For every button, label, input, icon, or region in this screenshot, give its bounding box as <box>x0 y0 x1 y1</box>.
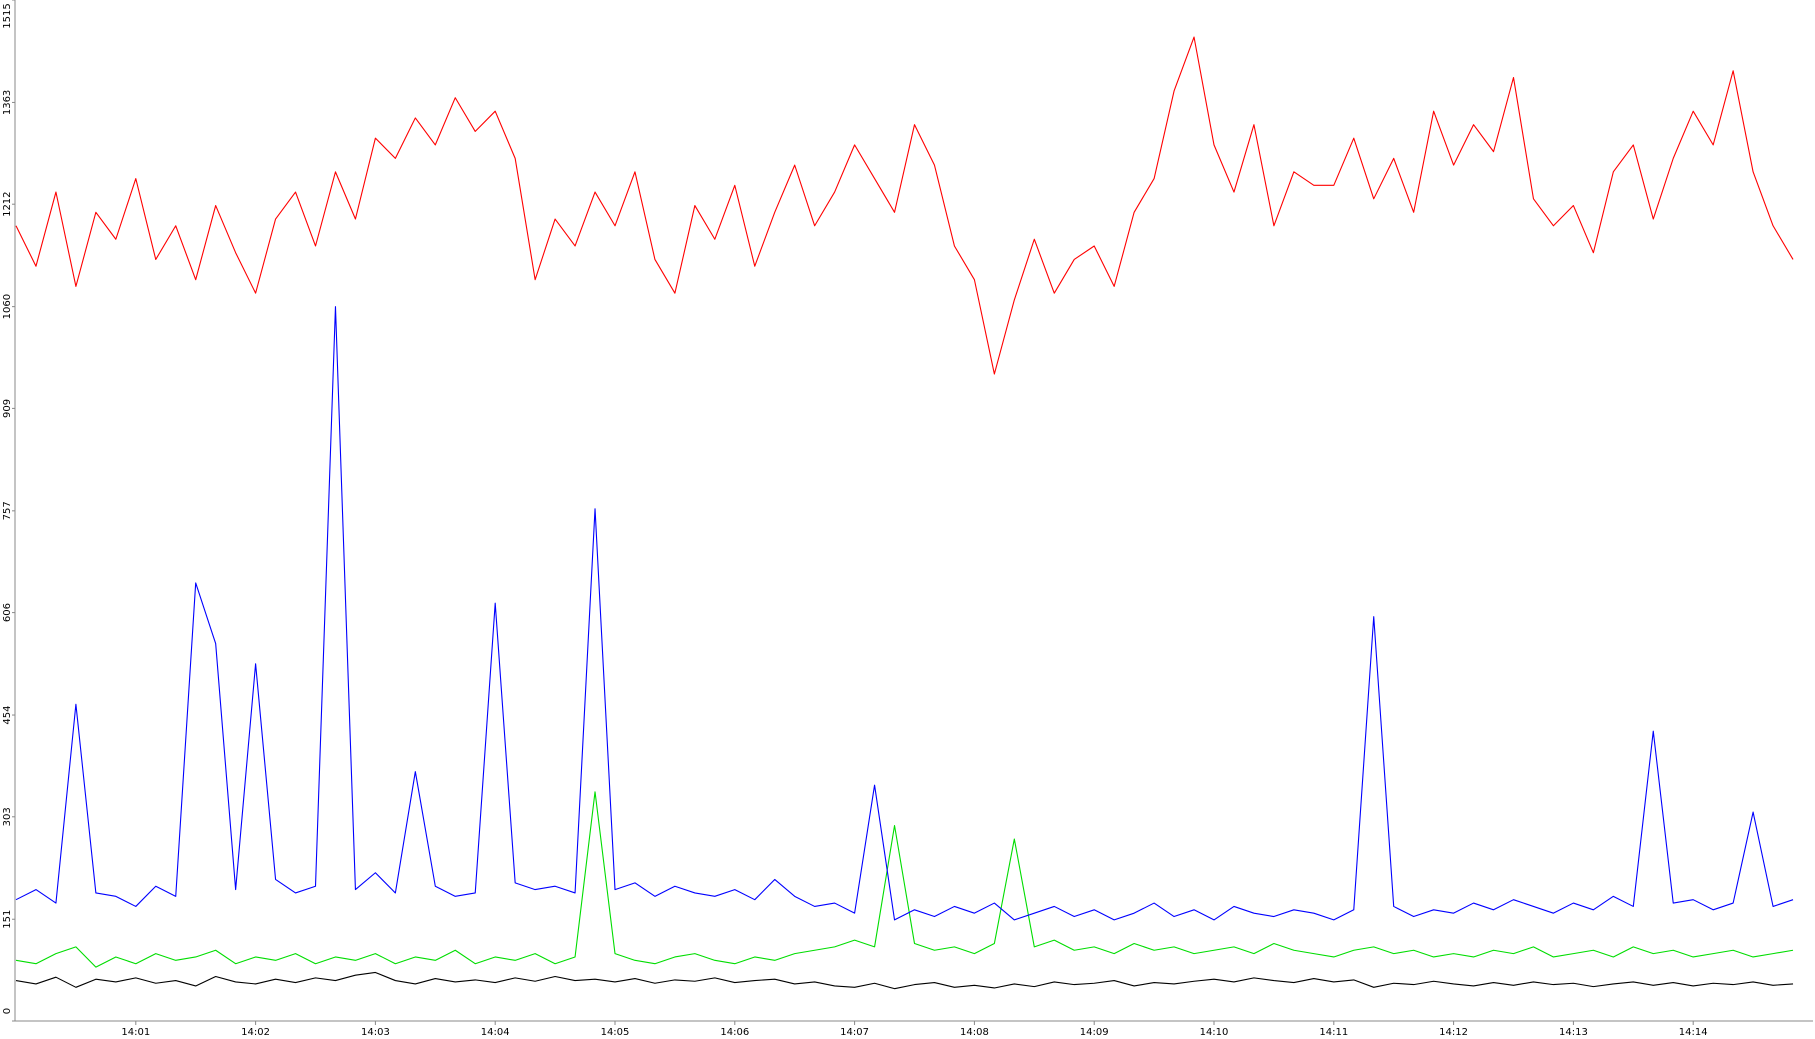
y-tick-label: 909 <box>2 399 13 418</box>
x-tick-label: 14:13 <box>1559 1027 1588 1038</box>
x-tick-label: 14:05 <box>601 1027 630 1038</box>
x-tick-label: 14:11 <box>1319 1027 1348 1038</box>
x-tick-label: 14:06 <box>720 1027 749 1038</box>
y-tick-label: 1515 <box>2 3 13 28</box>
y-tick-label: 1212 <box>2 191 13 216</box>
x-tick-label: 14:01 <box>121 1027 150 1038</box>
y-tick-label: 1060 <box>2 294 13 319</box>
y-tick-label: 151 <box>2 910 13 929</box>
x-tick-label: 14:03 <box>361 1027 390 1038</box>
y-tick-label: 1363 <box>2 90 13 115</box>
y-tick-label: 454 <box>2 705 13 724</box>
x-tick-label: 14:14 <box>1679 1027 1708 1038</box>
y-tick-label: 757 <box>2 501 13 520</box>
x-tick-label: 14:10 <box>1200 1027 1229 1038</box>
x-tick-label: 14:04 <box>481 1027 510 1038</box>
x-tick-label: 14:12 <box>1439 1027 1468 1038</box>
x-tick-label: 14:09 <box>1080 1027 1109 1038</box>
y-tick-label: 0 <box>2 1008 13 1014</box>
x-tick-label: 14:08 <box>960 1027 989 1038</box>
y-tick-label: 606 <box>2 603 13 622</box>
series-line <box>15 791 1794 968</box>
y-tick-label: 303 <box>2 807 13 826</box>
series-line <box>15 971 1794 990</box>
x-tick-label: 14:02 <box>241 1027 270 1038</box>
x-tick-label: 14:07 <box>840 1027 869 1038</box>
series-line <box>15 36 1794 375</box>
series-line <box>15 306 1794 921</box>
